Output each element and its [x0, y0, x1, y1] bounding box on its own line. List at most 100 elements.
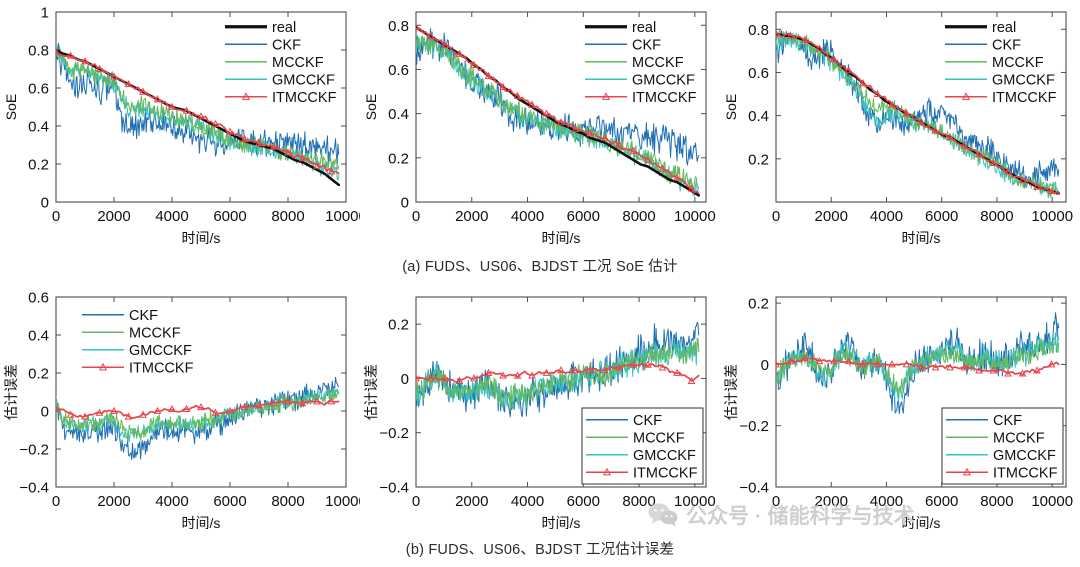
panel-error-us06: 0 2000 4000 6000 8000 10000 −0.4 −0.2 0 0.2 时间/s 估计…: [360, 285, 720, 535]
svg-text:估计误差: 估计误差: [723, 364, 739, 420]
chart-svg-err-fuds: 0 2000 4000 6000 8000 10000 −0.4 −0.2 0 0.2 0.4 0.6…: [3, 290, 360, 532]
series-line-mcckf: [56, 388, 340, 441]
svg-text:时间/s: 时间/s: [902, 230, 941, 246]
svg-text:2000: 2000: [455, 493, 488, 510]
legend-label-mcckf: MCCKF: [129, 326, 181, 342]
chart-svg-soe-bjdst: 0 2000 4000 6000 8000 10000 0.2 0.4 0.6 0.8 时间/s So…: [723, 11, 1073, 246]
series-marker-itmcckf: [197, 112, 205, 120]
series-marker-itmcckf: [902, 360, 911, 368]
series-marker-itmcckf: [441, 40, 449, 49]
series-marker-itmcckf: [153, 406, 162, 414]
svg-text:0.8: 0.8: [28, 43, 49, 60]
series-marker-itmcckf: [960, 141, 969, 149]
legend-label-itmcckf: ITMCCKF: [993, 466, 1058, 482]
legend-label-itmcckf: ITMCCKF: [129, 361, 194, 377]
series-marker-itmcckf: [327, 397, 336, 405]
legend-label-gmcckf: GMCCKF: [272, 73, 335, 89]
svg-text:时间/s: 时间/s: [182, 230, 221, 246]
series-marker-itmcckf: [56, 47, 60, 55]
svg-text:−0.4: −0.4: [19, 480, 49, 497]
series-marker-itmcckf: [513, 91, 522, 99]
svg-text:0: 0: [52, 208, 60, 225]
series-marker-itmcckf: [815, 357, 824, 365]
svg-text:0.6: 0.6: [748, 65, 769, 82]
svg-text:0.4: 0.4: [748, 108, 769, 125]
plot-area-error-fuds: 0 2000 4000 6000 8000 10000 −0.4 −0.2 0 0.2 0.4 0.6…: [0, 285, 360, 535]
series-marker-itmcckf: [528, 100, 536, 108]
series-line-itmcckf: [776, 356, 1060, 376]
svg-text:SoE: SoE: [723, 94, 739, 120]
series-marker-itmcckf: [859, 360, 867, 368]
legend-label-itmcckf: ITMCCKF: [272, 90, 337, 106]
series-marker-itmcckf: [658, 363, 667, 371]
legend-label-ckf: CKF: [992, 38, 1021, 54]
chart-svg-soe-fuds: 0 2000 4000 6000 8000 10000 0 0.2 0.4 0.6 0.8 1 时间/s…: [3, 5, 360, 247]
series-marker-itmcckf: [110, 406, 118, 414]
svg-text:2000: 2000: [815, 208, 848, 225]
series-marker-itmcckf: [470, 374, 478, 382]
plot-area-soe-fuds: 0 2000 4000 6000 8000 10000 0 0.2 0.4 0.6 0.8 1 时间/s…: [0, 0, 360, 250]
series-marker-itmcckf: [931, 363, 940, 371]
svg-text:2000: 2000: [815, 493, 848, 510]
svg-text:0: 0: [412, 493, 420, 510]
series-marker-itmcckf: [95, 64, 104, 72]
series-marker-itmcckf: [226, 127, 234, 135]
legend-label-mcckf: MCCKF: [633, 431, 685, 447]
series-marker-itmcckf: [600, 366, 609, 374]
series-marker-itmcckf: [946, 132, 954, 141]
series-marker-itmcckf: [284, 148, 292, 156]
series-marker-itmcckf: [615, 363, 623, 371]
svg-text:4000: 4000: [155, 493, 188, 510]
svg-text:6000: 6000: [213, 208, 246, 225]
chart-svg-soe-us06: 0 2000 4000 6000 8000 10000 0 0.2 0.4 0.6 0.8 时间/s S…: [363, 11, 716, 246]
series-marker-itmcckf: [1047, 186, 1056, 195]
svg-text:−0.2: −0.2: [739, 418, 769, 435]
svg-text:0.2: 0.2: [748, 151, 769, 168]
series-marker-itmcckf: [499, 82, 507, 91]
svg-text:时间/s: 时间/s: [182, 515, 221, 531]
series-marker-itmcckf: [801, 354, 809, 362]
series-marker-itmcckf: [240, 402, 249, 411]
series-marker-itmcckf: [455, 49, 464, 57]
svg-text:8000: 8000: [271, 208, 304, 225]
series-marker-itmcckf: [441, 374, 449, 382]
svg-text:8000: 8000: [980, 208, 1013, 225]
series-marker-itmcckf: [629, 146, 638, 155]
series-marker-itmcckf: [542, 109, 551, 117]
svg-text:10000: 10000: [325, 493, 360, 510]
svg-text:0: 0: [412, 208, 420, 225]
svg-text:0.6: 0.6: [28, 81, 49, 98]
series-marker-itmcckf: [687, 184, 696, 192]
svg-text:−0.4: −0.4: [739, 480, 769, 497]
svg-text:时间/s: 时间/s: [542, 515, 581, 531]
series-marker-itmcckf: [66, 410, 75, 418]
svg-text:4000: 4000: [511, 493, 544, 510]
series-marker-itmcckf: [110, 72, 118, 80]
svg-text:8000: 8000: [980, 493, 1013, 510]
svg-text:10000: 10000: [1031, 208, 1073, 225]
series-marker-itmcckf: [416, 23, 420, 31]
svg-text:0: 0: [52, 493, 60, 510]
series-marker-itmcckf: [975, 366, 983, 374]
svg-text:0: 0: [772, 208, 780, 225]
legend-label-real: real: [632, 20, 656, 36]
series-marker-itmcckf: [1033, 182, 1041, 190]
svg-text:估计误差: 估计误差: [363, 364, 379, 420]
series-marker-itmcckf: [269, 142, 278, 150]
legend-label-mcckf: MCCKF: [992, 55, 1044, 71]
legend-label-ckf: CKF: [633, 413, 662, 429]
subfigure-row-a: 0 2000 4000 6000 8000 10000 0 0.2 0.4 0.6 0.8 1 时间/s…: [0, 0, 1080, 250]
svg-text:0.2: 0.2: [388, 150, 409, 167]
series-marker-itmcckf: [644, 155, 652, 163]
series-marker-itmcckf: [658, 164, 667, 172]
series-marker-itmcckf: [313, 161, 321, 169]
series-marker-itmcckf: [1018, 176, 1027, 184]
subfigure-row-b: 0 2000 4000 6000 8000 10000 −0.4 −0.2 0 0.2 0.4 0.6…: [0, 285, 1080, 535]
svg-text:0: 0: [761, 357, 769, 374]
series-marker-itmcckf: [182, 404, 191, 412]
svg-text:0.6: 0.6: [388, 62, 409, 79]
series-marker-itmcckf: [470, 60, 478, 68]
series-marker-itmcckf: [327, 167, 336, 175]
series-marker-itmcckf: [255, 401, 263, 409]
series-marker-itmcckf: [960, 363, 969, 371]
